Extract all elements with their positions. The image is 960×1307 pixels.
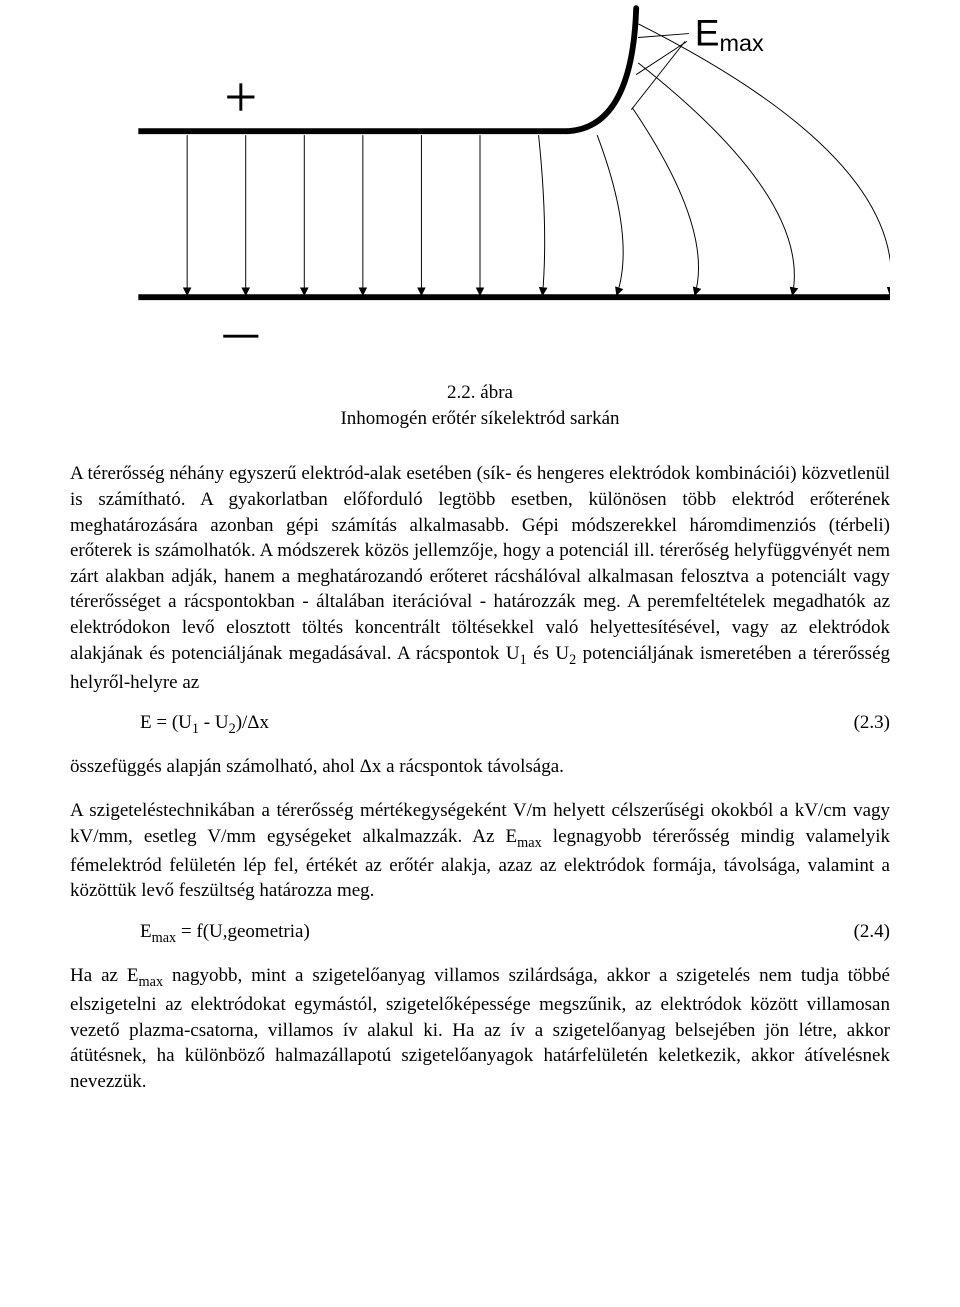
eq1-number: (2.3) — [830, 710, 890, 736]
paragraph-3: A szigeteléstechnikában a térerősség mér… — [70, 798, 890, 904]
equation-2-3: E = (U1 - U2)/Δx (2.3) — [70, 710, 890, 739]
para1-part-a: A térerősség néhány egyszerű elektród-al… — [70, 463, 890, 663]
eq1-expression: E = (U1 - U2)/Δx — [140, 710, 830, 739]
figure-caption: 2.2. ábra Inhomogén erőtér síkelektród s… — [70, 380, 890, 431]
emax-label: Emax — [695, 11, 764, 56]
sub-u1: 1 — [520, 652, 527, 668]
eq2-expression: Emax = f(U,geometria) — [140, 919, 830, 948]
caption-line-2: Inhomogén erőtér síkelektród sarkán — [70, 406, 890, 432]
para1-part-b: és U — [527, 643, 569, 664]
para4-part-a: Ha az E — [70, 965, 139, 986]
paragraph-1: A térerősség néhány egyszerű elektród-al… — [70, 461, 890, 695]
paragraph-2: összefüggés alapján számolható, ahol Δx … — [70, 754, 890, 780]
sub-emax-1: max — [517, 835, 542, 851]
eq2-number: (2.4) — [830, 919, 890, 945]
figure-2-2: Emax — [70, 0, 890, 360]
para4-part-b: nagyobb, mint a szigetelőanyag villamos … — [70, 965, 890, 1092]
paragraph-4: Ha az Emax nagyobb, mint a szigetelőanya… — [70, 963, 890, 1095]
caption-line-1: 2.2. ábra — [70, 380, 890, 406]
equation-2-4: Emax = f(U,geometria) (2.4) — [70, 919, 890, 948]
figure-svg: Emax — [70, 0, 890, 360]
sub-emax-2: max — [139, 974, 164, 990]
